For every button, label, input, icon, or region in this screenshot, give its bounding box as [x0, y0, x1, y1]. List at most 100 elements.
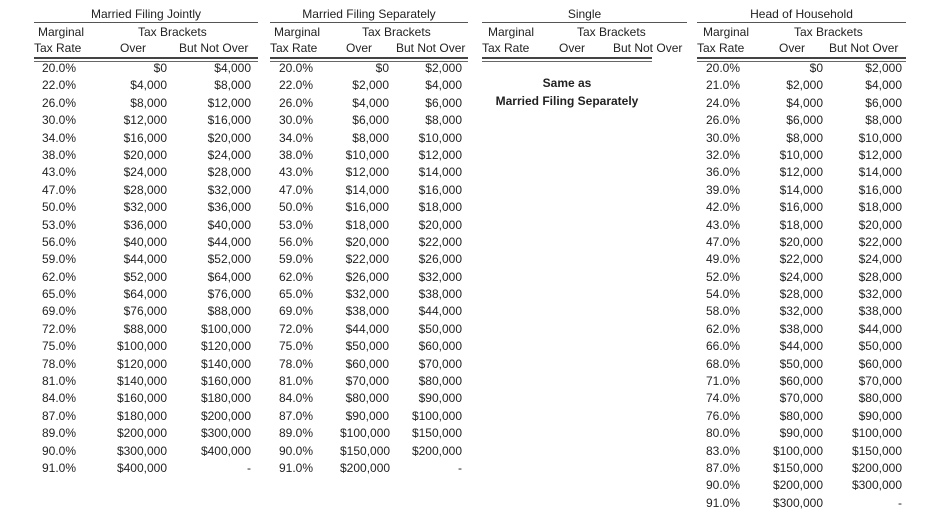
over-cell: $200,000	[772, 478, 823, 493]
table-row: 89.0% $100,000 $150,000	[270, 425, 468, 442]
marginal-rate-cell: 68.0%	[706, 356, 741, 371]
but-not-over-cell: $70,000	[858, 374, 902, 389]
over-cell: $4,000	[352, 95, 389, 110]
header-double-rule	[697, 57, 906, 62]
over-cell: $4,000	[786, 95, 823, 110]
marginal-rate-cell: 81.0%	[279, 374, 314, 389]
but-not-over-cell: $24,000	[858, 252, 902, 267]
header-tax-brackets: Tax Brackets	[577, 25, 646, 39]
but-not-over-cell: $120,000	[200, 339, 251, 354]
but-not-over-cell: $6,000	[425, 95, 462, 110]
table-row: 66.0% $44,000 $50,000	[697, 338, 906, 355]
over-cell: $200,000	[116, 426, 167, 441]
section-title: Single	[567, 7, 602, 21]
table-row: 20.0% $0 $4,000	[34, 60, 258, 77]
over-cell: $0	[375, 61, 389, 75]
over-cell: $20,000	[345, 234, 389, 249]
but-not-over-cell: -	[898, 495, 902, 510]
table-row: 75.0% $100,000 $120,000	[34, 338, 258, 355]
table-row: 69.0% $76,000 $88,000	[34, 303, 258, 320]
table-row: 84.0% $80,000 $90,000	[270, 390, 468, 407]
but-not-over-cell: $12,000	[418, 147, 462, 162]
table-row: 81.0% $70,000 $80,000	[270, 373, 468, 390]
table-row: 43.0% $18,000 $20,000	[697, 217, 906, 234]
table-row: 30.0% $8,000 $10,000	[697, 130, 906, 147]
but-not-over-cell: $52,000	[207, 252, 251, 267]
over-cell: $70,000	[779, 391, 823, 406]
but-not-over-cell: $16,000	[418, 182, 462, 197]
marginal-rate-cell: 21.0%	[706, 78, 741, 93]
table-row: 78.0% $120,000 $140,000	[34, 356, 258, 373]
over-cell: $28,000	[779, 287, 823, 302]
over-cell: $6,000	[352, 113, 389, 128]
over-cell: $12,000	[345, 165, 389, 180]
table-row: 91.0% $200,000 -	[270, 460, 468, 477]
marginal-rate-cell: 75.0%	[42, 339, 77, 354]
but-not-over-cell: $4,000	[214, 61, 251, 75]
but-not-over-cell: $40,000	[207, 217, 251, 232]
but-not-over-cell: $100,000	[411, 408, 462, 423]
table-row: 34.0% $16,000 $20,000	[34, 130, 258, 147]
title-underline	[34, 22, 258, 23]
over-cell: $300,000	[116, 443, 167, 458]
table-row: 91.0% $400,000 -	[34, 460, 258, 477]
over-cell: $6,000	[786, 113, 823, 128]
table-row: 54.0% $28,000 $32,000	[697, 286, 906, 303]
table-row: 76.0% $80,000 $90,000	[697, 408, 906, 425]
marginal-rate-cell: 22.0%	[42, 78, 77, 93]
over-cell: $38,000	[345, 304, 389, 319]
marginal-rate-cell: 59.0%	[279, 252, 314, 267]
marginal-rate-cell: 78.0%	[279, 356, 314, 371]
marginal-rate-cell: 47.0%	[42, 182, 77, 197]
over-cell: $150,000	[340, 443, 391, 458]
over-cell: $16,000	[345, 200, 389, 215]
table-row: 56.0% $20,000 $22,000	[270, 234, 468, 251]
but-not-over-cell: $38,000	[858, 304, 902, 319]
over-cell: $12,000	[779, 165, 823, 180]
over-cell: $16,000	[779, 200, 823, 215]
table-row: 68.0% $50,000 $60,000	[697, 356, 906, 373]
but-not-over-cell: $24,000	[207, 147, 251, 162]
marginal-rate-cell: 91.0%	[42, 460, 77, 475]
table-row: 72.0% $44,000 $50,000	[270, 321, 468, 338]
marginal-rate-cell: 90.0%	[279, 443, 314, 458]
but-not-over-cell: $200,000	[851, 460, 902, 475]
marginal-rate-cell: 47.0%	[279, 182, 314, 197]
but-not-over-cell: $70,000	[418, 356, 462, 371]
over-cell: $88,000	[123, 321, 167, 336]
over-cell: $36,000	[123, 217, 167, 232]
header-over: Over	[559, 41, 586, 55]
but-not-over-cell: $44,000	[207, 234, 251, 249]
but-not-over-cell: $88,000	[207, 304, 251, 319]
table-row: 81.0% $140,000 $160,000	[34, 373, 258, 390]
marginal-rate-cell: 74.0%	[706, 391, 741, 406]
over-cell: $22,000	[345, 252, 389, 267]
marginal-rate-cell: 91.0%	[279, 460, 314, 475]
header-marginal: Marginal	[274, 25, 321, 39]
marginal-rate-cell: 43.0%	[279, 165, 314, 180]
table-row: 90.0% $200,000 $300,000	[697, 477, 906, 494]
but-not-over-cell: $60,000	[858, 356, 902, 371]
marginal-rate-cell: 30.0%	[42, 113, 77, 128]
over-cell: $14,000	[345, 182, 389, 197]
but-not-over-cell: $20,000	[858, 217, 902, 232]
marginal-rate-cell: 84.0%	[279, 391, 314, 406]
table-row: 47.0% $28,000 $32,000	[34, 182, 258, 199]
marginal-rate-cell: 90.0%	[42, 443, 77, 458]
over-cell: $400,000	[116, 460, 167, 475]
but-not-over-cell: $14,000	[858, 165, 902, 180]
marginal-rate-cell: 58.0%	[706, 304, 741, 319]
but-not-over-cell: -	[247, 460, 251, 475]
table-row: 75.0% $50,000 $60,000	[270, 338, 468, 355]
marginal-rate-cell: 20.0%	[42, 61, 77, 75]
table-row: 32.0% $10,000 $12,000	[697, 147, 906, 164]
over-cell: $2,000	[352, 78, 389, 93]
but-not-over-cell: $44,000	[418, 304, 462, 319]
table-row: 43.0% $24,000 $28,000	[34, 164, 258, 181]
over-cell: $20,000	[779, 234, 823, 249]
over-cell: $40,000	[123, 234, 167, 249]
marginal-rate-cell: 22.0%	[279, 78, 314, 93]
marginal-rate-cell: 89.0%	[42, 426, 77, 441]
over-cell: $0	[809, 61, 823, 75]
section-title: Head of Household	[750, 7, 853, 21]
